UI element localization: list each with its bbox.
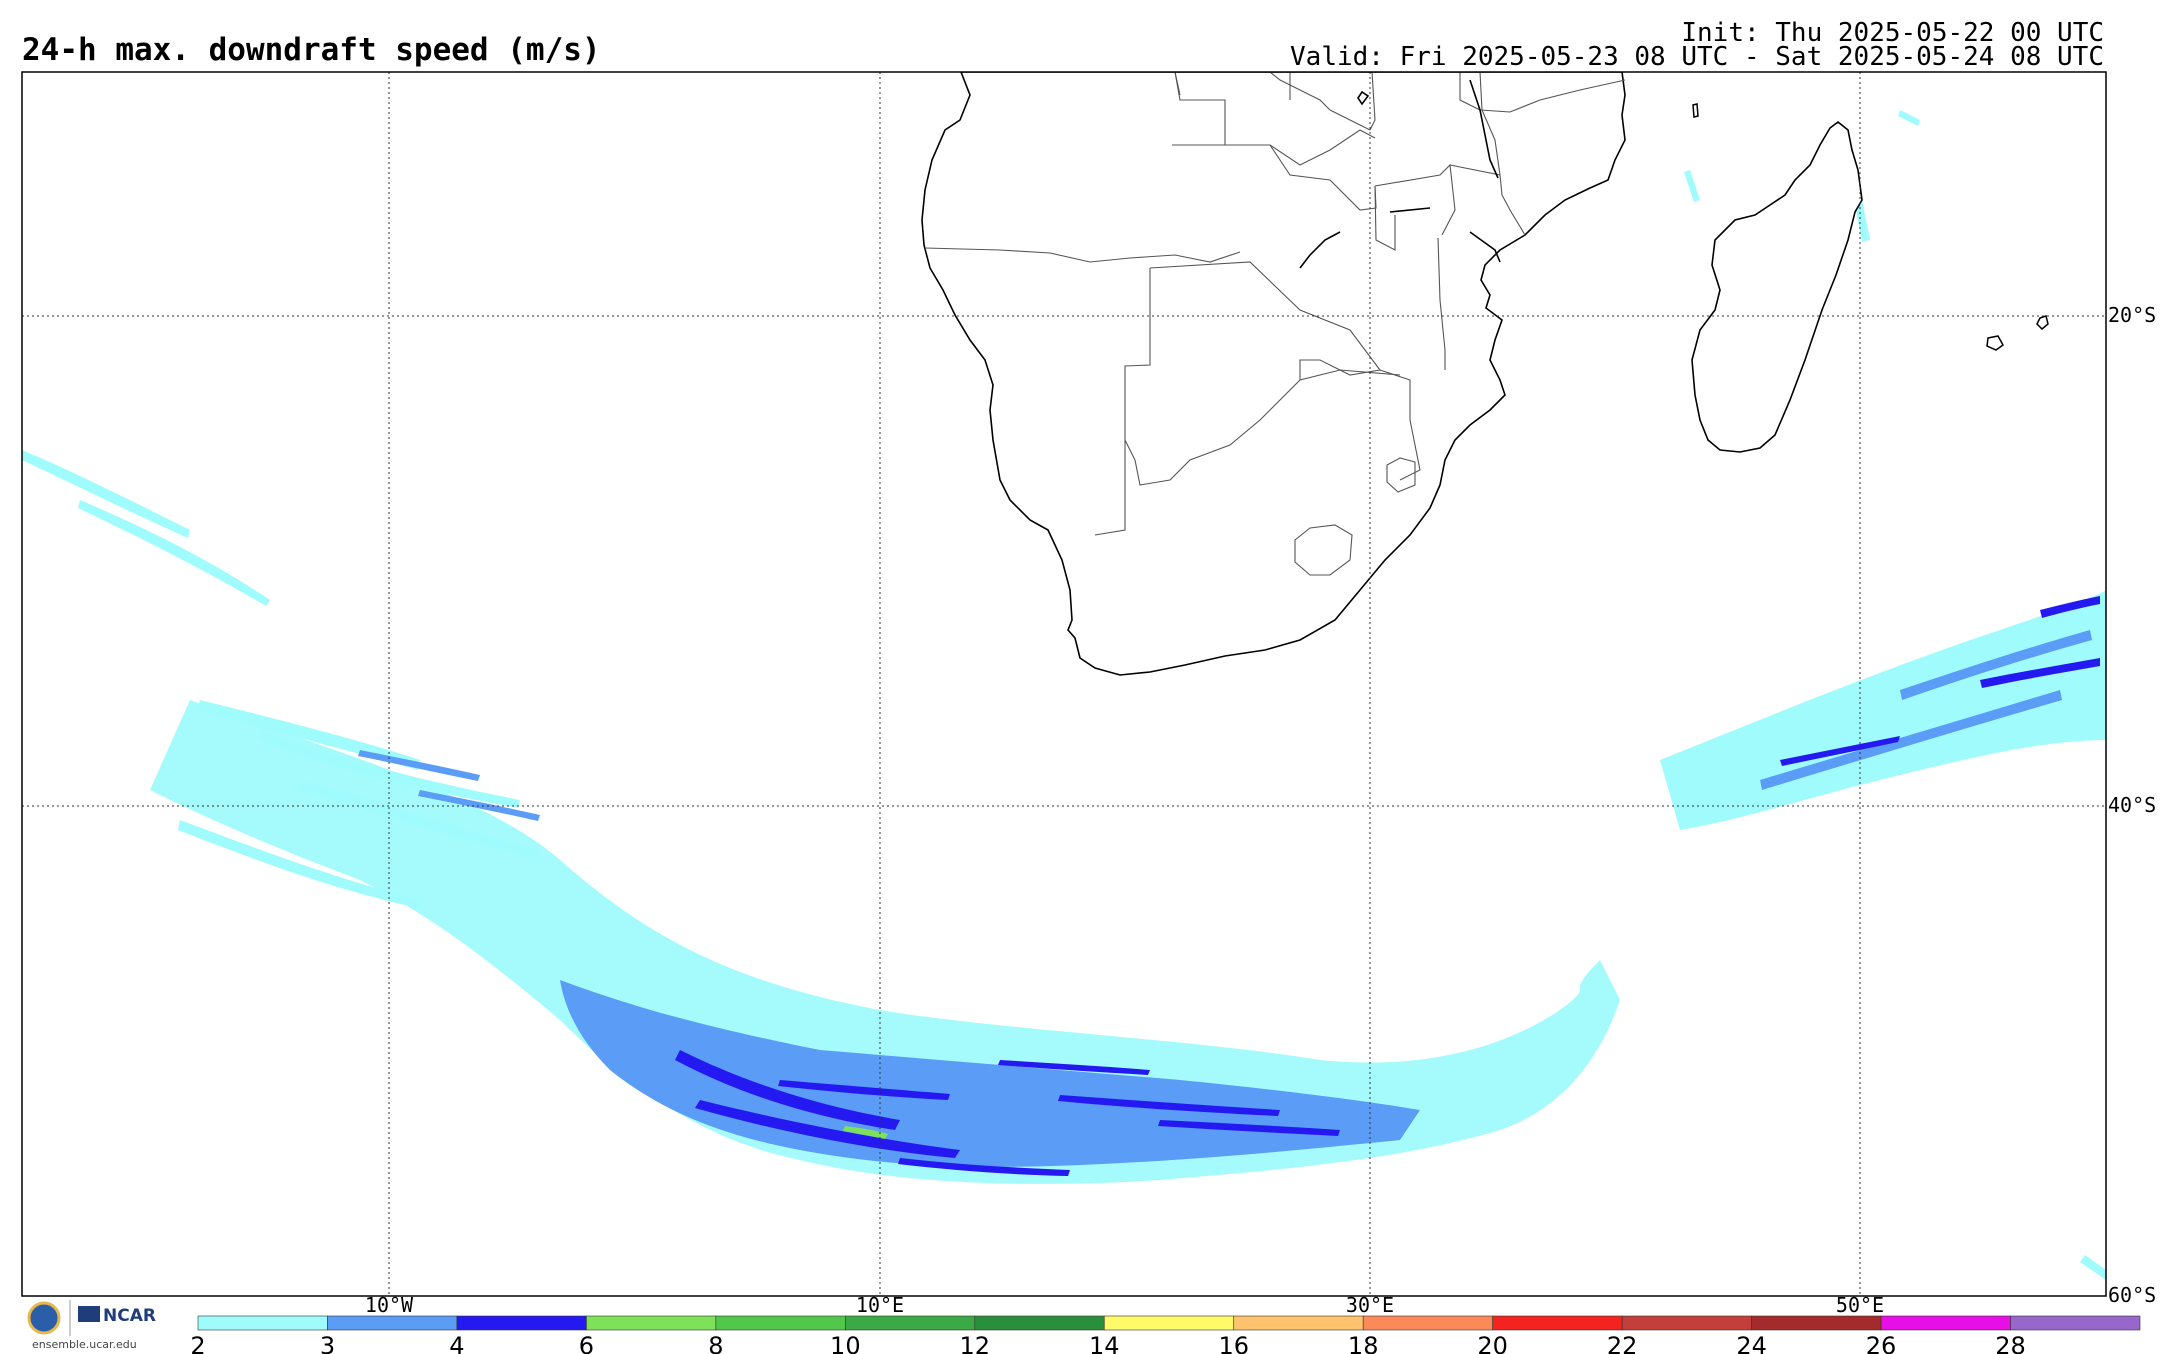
swath-level-6	[843, 1126, 888, 1139]
colorbar-swatch	[1103, 1315, 1235, 1331]
colorbar-swatch	[327, 1315, 458, 1331]
colorbar-swatch	[1492, 1315, 1623, 1331]
lat-label-40s: 40°S	[2108, 793, 2156, 817]
swath-east-blue	[1760, 630, 2092, 790]
lon-label-50e: 50°E	[1836, 1293, 1884, 1317]
swath-level-4	[675, 1050, 1340, 1176]
reunion-island	[1986, 335, 2004, 351]
colorbar-tick-label: 3	[320, 1332, 335, 1354]
colorbar-swatch	[197, 1315, 328, 1331]
colorbar-swatch	[715, 1315, 846, 1331]
swath-east-dark	[1780, 596, 2100, 766]
colorbar-tick-label: 14	[1089, 1332, 1120, 1354]
colorbar-swatch	[1362, 1315, 1493, 1331]
map-frame	[21, 71, 2107, 1297]
graticule	[22, 72, 2106, 1296]
colorbar-tick-label: 16	[1218, 1332, 1249, 1354]
ncar-mark-icon	[78, 1306, 100, 1322]
colorbar-tick-label: 28	[1995, 1332, 2026, 1354]
colorbar-tick-label: 10	[830, 1332, 861, 1354]
colorbar-swatch	[1621, 1315, 1752, 1331]
colorbar-tick-label: 22	[1607, 1332, 1638, 1354]
colorbar-tick-label: 2	[190, 1332, 205, 1354]
colorbar-swatch	[456, 1315, 587, 1331]
colorbar-tick-label: 12	[960, 1332, 991, 1354]
colorbar-tick-label: 4	[449, 1332, 464, 1354]
colorbar-swatch	[1751, 1315, 1882, 1331]
colorbar-swatch	[586, 1315, 717, 1331]
colorbar: 2 3 4 6 8 10 12 14 16 18 20 22 24 26 28	[190, 1315, 2141, 1354]
nsf-ncar-logo	[22, 1298, 157, 1354]
valid-time: Valid: Fri 2025-05-23 08 UTC - Sat 2025-…	[1290, 42, 2104, 72]
colorbar-tick-label: 8	[708, 1332, 723, 1354]
lesotho-border	[1294, 524, 1353, 576]
lat-label-60s: 60°S	[2108, 1283, 2156, 1307]
comoros-island	[1692, 103, 1699, 118]
ncar-text: NCAR	[103, 1306, 156, 1326]
lon-label-10e: 10°E	[856, 1293, 904, 1317]
website-url: ensemble.ucar.edu	[32, 1338, 137, 1351]
swath-streaks-west	[22, 450, 540, 908]
lakes	[1299, 79, 1501, 269]
colorbar-swatch	[974, 1315, 1105, 1331]
init-time: Init: Thu 2025-05-22 00 UTC	[1681, 18, 2104, 48]
madagascar-landmass	[1691, 120, 1863, 453]
colorbar-swatch	[1880, 1315, 2011, 1331]
mauritius-island	[2036, 315, 2049, 331]
colorbar-tick-label: 24	[1736, 1332, 1767, 1354]
nsf-seal-icon	[27, 1301, 61, 1335]
colorbar-tick-label: 20	[1477, 1332, 1508, 1354]
colorbar-swatch	[845, 1315, 976, 1331]
downdraft-field	[22, 110, 2106, 1280]
lon-label-10w: 10°W	[365, 1293, 414, 1317]
colorbar-swatch	[2010, 1315, 2141, 1331]
lon-label-30e: 30°E	[1346, 1293, 1394, 1317]
colorbar-swatch	[1233, 1315, 1364, 1331]
colorbar-tick-label: 18	[1348, 1332, 1379, 1354]
country-borders	[924, 72, 1626, 536]
eswatini-border	[1386, 457, 1416, 493]
swath-east-cyan	[1660, 590, 2106, 830]
swath-level-2	[150, 700, 1620, 1184]
africa-landmass	[921, 72, 1626, 676]
map-title: 24-h max. downdraft speed (m/s)	[22, 32, 601, 68]
colorbar-tick-label: 6	[579, 1332, 594, 1354]
colorbar-tick-label: 26	[1866, 1332, 1897, 1354]
lat-label-20s: 20°S	[2108, 303, 2156, 327]
